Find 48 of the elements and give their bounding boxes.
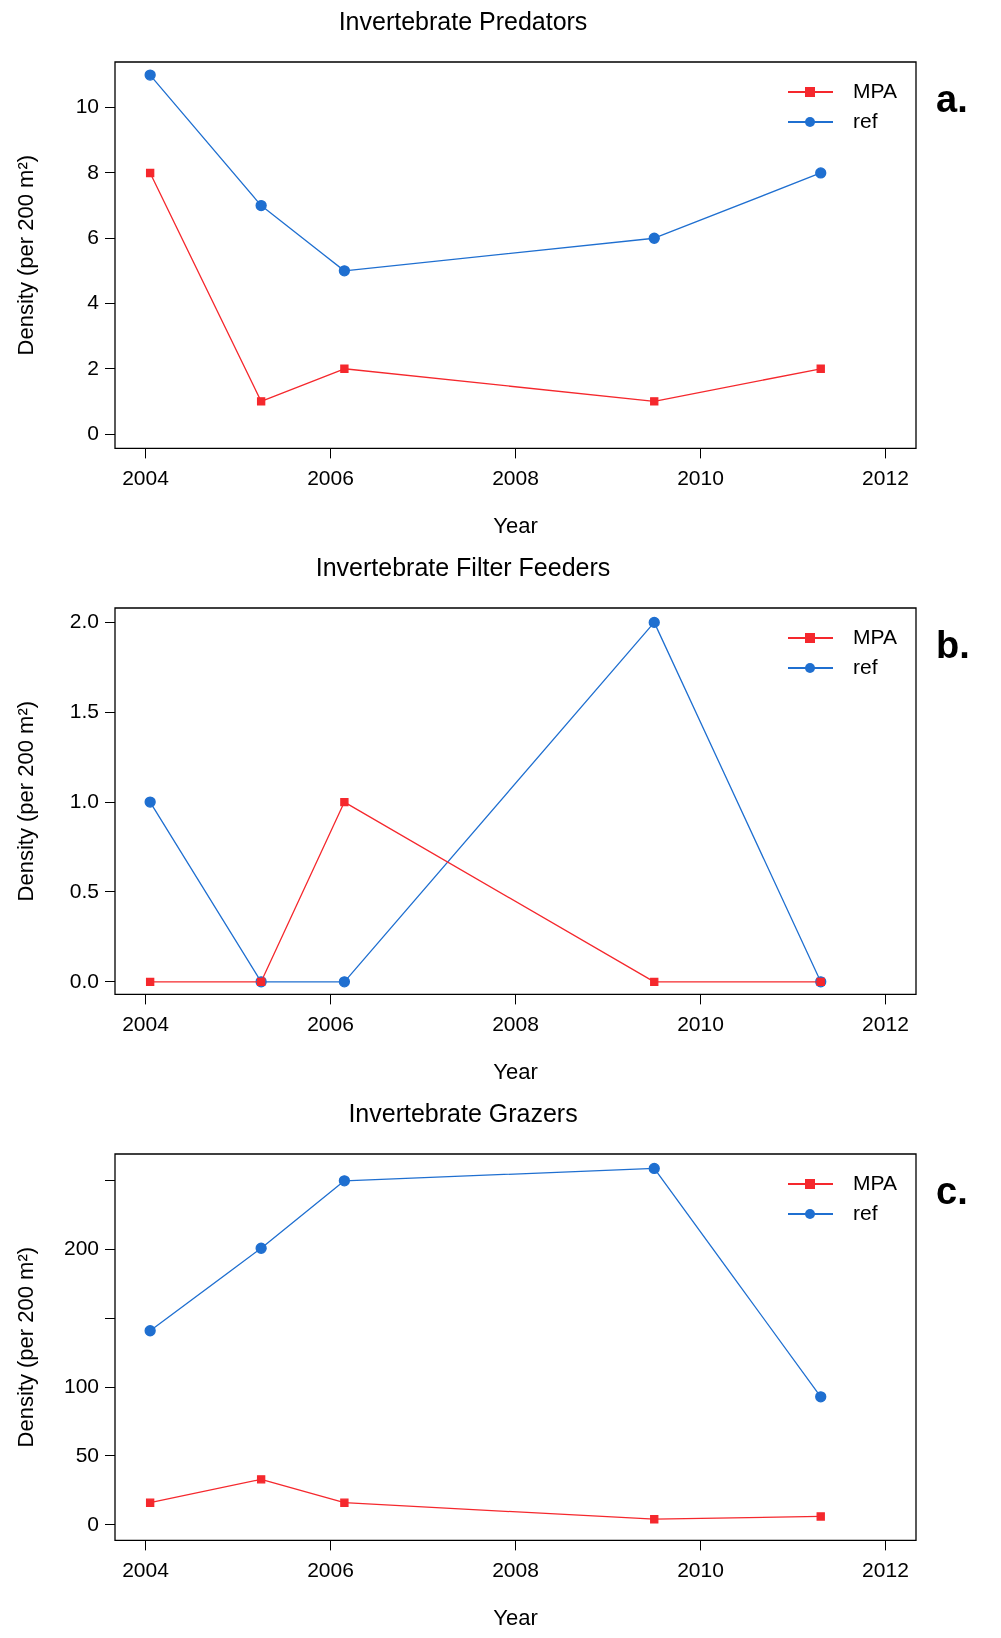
y-tick-label: 100: [63, 1373, 99, 1397]
y-tick-label: 1.0: [69, 788, 99, 812]
legend-label: MPA: [853, 78, 897, 102]
x-tick-label: 2006: [307, 1557, 354, 1581]
x-axis-title: Year: [493, 512, 538, 538]
x-tick-label: 2006: [307, 465, 354, 489]
chart-title: Invertebrate Grazers: [348, 1098, 578, 1127]
x-tick-label: 2010: [677, 465, 724, 489]
x-tick-label: 2006: [307, 1011, 354, 1035]
x-tick-label: 2004: [122, 1011, 170, 1035]
y-tick-label: 6: [87, 225, 99, 249]
legend-label: MPA: [853, 624, 897, 648]
y-tick-label: 0: [87, 420, 99, 444]
y-tick-label: 50: [75, 1442, 99, 1466]
y-axis-title: Density (per 200 m²): [13, 700, 39, 902]
legend-label: ref: [853, 1200, 878, 1224]
text: 0.0: [69, 968, 99, 992]
x-tick-label: 2004: [122, 465, 170, 489]
text: b.: [936, 624, 970, 667]
x-tick-label: 2012: [862, 1557, 909, 1581]
legend-label: MPA: [853, 1170, 897, 1194]
y-tick-label: 2.0: [69, 609, 99, 633]
y-tick-label: 0.5: [69, 878, 99, 902]
y-tick-label: 4: [87, 290, 100, 314]
x-tick-label: 2012: [862, 1011, 909, 1035]
y-tick-label: 2: [87, 355, 99, 379]
x-axis-title: Year: [493, 1058, 538, 1084]
y-axis-title: Density (per 200 m²): [13, 1246, 39, 1448]
x-tick-label: 2010: [677, 1011, 724, 1035]
x-tick-label: 2008: [492, 1557, 539, 1581]
x-tick-label: 2008: [492, 465, 539, 489]
y-tick-label: 0: [87, 1511, 99, 1535]
y-tick-label: 8: [87, 159, 99, 183]
x-axis-title: Year: [493, 1604, 538, 1630]
chart-title: Invertebrate Predators: [338, 6, 588, 35]
y-tick-label: 1.5: [69, 699, 99, 723]
y-axis-title: Density (per 200 m²): [13, 154, 39, 356]
x-tick-label: 2012: [862, 465, 909, 489]
text: a.: [936, 78, 968, 121]
x-tick-label: 2004: [122, 1557, 170, 1581]
chart-title: Invertebrate Filter Feeders: [315, 552, 611, 581]
y-tick-label: 10: [75, 94, 99, 118]
text: c.: [936, 1170, 968, 1213]
legend-label: ref: [853, 654, 878, 678]
x-tick-label: 2010: [677, 1557, 724, 1581]
legend-label: ref: [853, 108, 878, 132]
y-tick-label: 200: [63, 1236, 99, 1260]
x-tick-label: 2008: [492, 1011, 539, 1035]
